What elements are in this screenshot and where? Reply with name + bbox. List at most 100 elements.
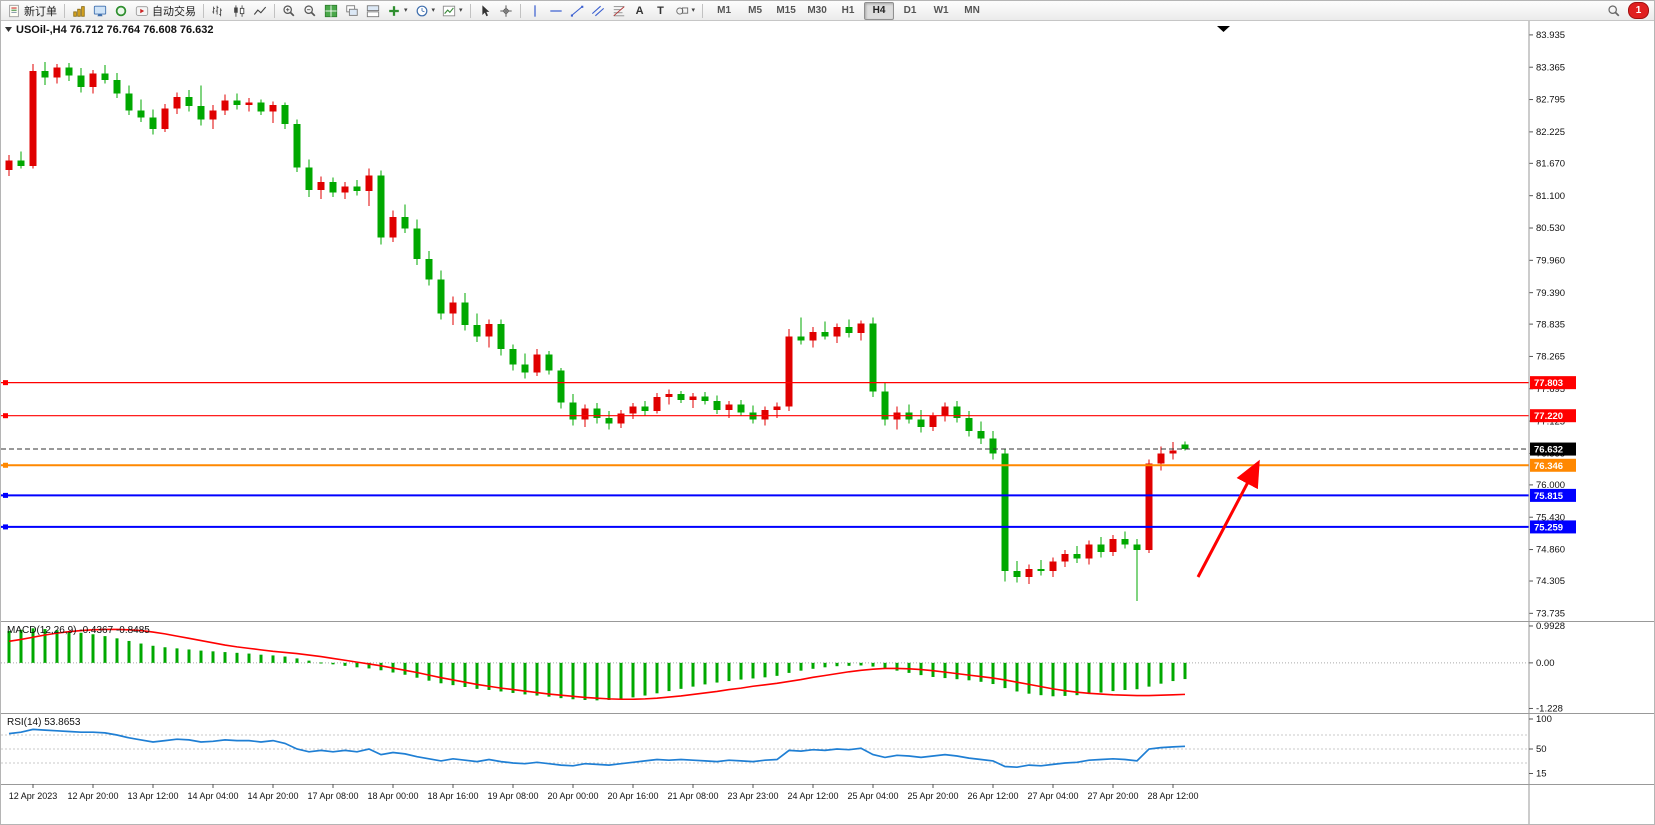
- navigator-button[interactable]: [111, 2, 131, 20]
- new-order-button[interactable]: 新订单: [4, 2, 60, 20]
- timeframe-button-m5[interactable]: M5: [748, 5, 763, 16]
- vertical-line-tool-button[interactable]: [525, 2, 545, 20]
- time-axis-label: 12 Apr 20:00: [67, 791, 118, 801]
- candle-body: [125, 93, 133, 111]
- timeframe-button-m15[interactable]: M15: [776, 5, 796, 16]
- templates-button[interactable]: ▾: [439, 2, 466, 20]
- macd-histogram-bar: [127, 640, 131, 663]
- notification-badge[interactable]: 1: [1628, 2, 1649, 19]
- candle-body: [233, 100, 241, 105]
- zoom-in-button[interactable]: [279, 2, 299, 20]
- macd-histogram-bar: [1051, 662, 1055, 697]
- cascade-windows-button[interactable]: [342, 2, 362, 20]
- timeframe-button-h1[interactable]: H1: [841, 5, 855, 16]
- chart-ohlc-header: USOil-,H4 76.712 76.764 76.608 76.632: [5, 24, 214, 36]
- chart-expand-arrow-icon[interactable]: [1217, 26, 1230, 32]
- candle-body: [617, 413, 625, 424]
- fibonacci-icon: [613, 5, 625, 16]
- candle-body: [917, 419, 925, 428]
- fibonacci-tool-button[interactable]: [609, 2, 629, 20]
- periods-button[interactable]: ▾: [412, 2, 439, 20]
- candle-body: [1169, 450, 1177, 454]
- new-chart-button[interactable]: [69, 2, 89, 20]
- candle-body: [773, 406, 781, 411]
- macd-histogram-bar: [1003, 662, 1007, 689]
- macd-histogram-bar: [955, 662, 959, 680]
- candle-body: [305, 167, 313, 190]
- svg-text:82.795: 82.795: [1536, 95, 1565, 106]
- candle-body: [377, 175, 385, 238]
- vertical-line-icon: [533, 4, 536, 17]
- candle-body: [941, 406, 949, 416]
- macd-histogram-bar: [1087, 662, 1091, 695]
- label-tool-label: T: [657, 4, 664, 17]
- cursor-tool-button[interactable]: [475, 2, 495, 20]
- tile-windows-button[interactable]: [321, 2, 341, 20]
- timeframe-button-m1[interactable]: M1: [717, 5, 732, 16]
- text-tool-button[interactable]: A: [630, 2, 650, 20]
- rsi-label: RSI(14) 53.8653: [7, 717, 81, 728]
- horizontal-line-77.803[interactable]: 77.803: [1, 376, 1576, 390]
- time-axis-label: 13 Apr 12:00: [127, 791, 178, 801]
- horizontal-line-tool-button[interactable]: [546, 2, 566, 20]
- macd-histogram-bar: [1027, 662, 1031, 694]
- macd-histogram-bar: [883, 662, 887, 669]
- zoom-out-button[interactable]: [300, 2, 320, 20]
- candle-body: [1001, 453, 1009, 572]
- svg-text:77.695: 77.695: [1536, 384, 1565, 395]
- timeframe-button-m30[interactable]: M30: [807, 5, 827, 16]
- macd-histogram-bar: [295, 658, 299, 663]
- market-watch-button[interactable]: [90, 2, 110, 20]
- macd-histogram-bar: [1183, 662, 1187, 680]
- horizontal-line-75.815[interactable]: 75.815: [1, 488, 1576, 502]
- price-tag-label: 75.259: [1534, 522, 1563, 533]
- chevron-down-icon: ▾: [459, 7, 463, 14]
- candle-body: [293, 124, 301, 168]
- timeframe-button-h4[interactable]: H4: [864, 1, 895, 20]
- timeframe-button-d1[interactable]: D1: [903, 5, 917, 16]
- price-tag: [1530, 488, 1576, 502]
- macd-histogram-bar: [655, 662, 659, 694]
- tile-windows-icon: [324, 4, 338, 17]
- candlestick-type-button[interactable]: [229, 2, 249, 20]
- macd-histogram-bar: [763, 662, 767, 678]
- crosshair-tool-button[interactable]: [496, 2, 516, 20]
- candle-body: [197, 106, 205, 120]
- candle-body: [89, 73, 97, 87]
- candle-body: [1085, 544, 1093, 559]
- horizontal-line-76.346[interactable]: 76.346: [1, 458, 1576, 472]
- search-button[interactable]: [1604, 2, 1624, 20]
- auto-trading-button[interactable]: 自动交易: [132, 2, 199, 20]
- trendline-tool-button[interactable]: [567, 2, 587, 20]
- price-tag: [1530, 520, 1576, 534]
- candle-body: [821, 331, 829, 337]
- horizontal-line-76.632[interactable]: 76.632: [1, 442, 1576, 456]
- tile-horizontal-button[interactable]: [363, 2, 383, 20]
- add-indicator-button[interactable]: ▾: [384, 2, 411, 20]
- macd-histogram-bar: [895, 662, 899, 671]
- line-chart-type-button[interactable]: [250, 2, 270, 20]
- horizontal-line-75.259[interactable]: 75.259: [1, 520, 1576, 534]
- macd-histogram-bar: [643, 662, 647, 696]
- label-tool-button[interactable]: T: [651, 2, 671, 20]
- symbol-ohlc-text: USOil-,H4 76.712 76.764 76.608 76.632: [16, 24, 214, 36]
- macd-histogram-bar: [487, 662, 491, 690]
- macd-histogram-bar: [751, 662, 755, 679]
- chevron-down-icon: ▾: [404, 7, 408, 14]
- trend-arrow-annotation[interactable]: [1196, 459, 1260, 578]
- bar-chart-type-button[interactable]: [208, 2, 228, 20]
- svg-text:0.00: 0.00: [1536, 658, 1555, 669]
- horizontal-line-77.220[interactable]: 77.220: [1, 409, 1576, 423]
- macd-histogram-bar: [43, 629, 47, 663]
- svg-text:0.9928: 0.9928: [1536, 621, 1565, 632]
- svg-text:79.960: 79.960: [1536, 256, 1565, 267]
- candle-body: [761, 410, 769, 420]
- candle-body: [281, 104, 289, 125]
- timeframe-button-mn[interactable]: MN: [964, 5, 980, 16]
- timeframe-button-w1[interactable]: W1: [933, 5, 949, 16]
- shapes-tool-button[interactable]: ▾: [672, 2, 699, 20]
- candle-body: [785, 336, 793, 407]
- chart-canvas[interactable]: 83.935 83.365 82.795 82.225 81.670 81.100 80.5…: [1, 21, 1655, 825]
- macd-histogram-bar: [79, 632, 83, 663]
- channel-tool-button[interactable]: [588, 2, 608, 20]
